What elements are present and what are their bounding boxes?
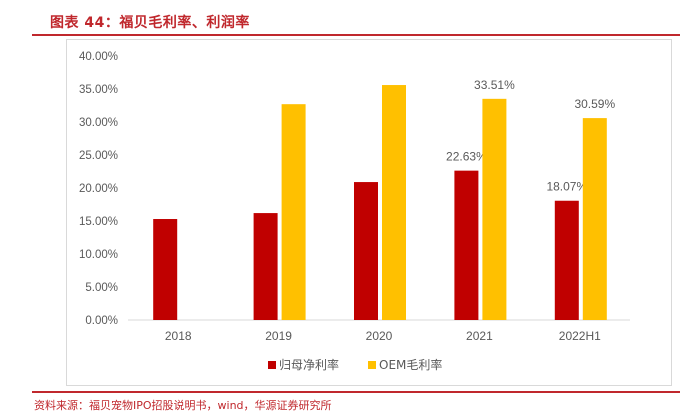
y-tick-label: 5.00% (85, 282, 118, 294)
source-note: 资料来源：福贝宠物IPO招股说明书，wind，华源证券研究所 (34, 399, 332, 412)
y-tick-label: 0.00% (85, 315, 118, 327)
legend-label: OEM毛利率 (379, 357, 442, 372)
data-label: 18.07% (546, 180, 587, 194)
x-tick-label: 2018 (165, 329, 192, 343)
x-tick-label: 2022H1 (559, 329, 601, 343)
legend-swatch (268, 361, 276, 369)
chart-frame (66, 39, 672, 386)
bar-oem-gross-margin (281, 104, 306, 321)
x-tick-label: 2020 (366, 329, 393, 343)
legend-swatch (368, 361, 376, 369)
figure-title: 图表 44：福贝毛利率、利润率 (50, 15, 250, 31)
bar-oem-gross-margin (382, 85, 406, 320)
bar-net-margin (253, 213, 278, 320)
data-label: 22.63% (446, 150, 487, 164)
y-tick-label: 10.00% (79, 249, 118, 261)
y-tick-label: 15.00% (79, 216, 118, 228)
data-label: 30.59% (574, 97, 615, 111)
y-tick-label: 35.00% (79, 84, 118, 96)
data-label: 33.51% (474, 78, 515, 92)
bar-net-margin (153, 219, 178, 320)
bar-net-margin (454, 170, 479, 320)
y-tick-label: 40.00% (79, 51, 118, 63)
x-tick-label: 2021 (466, 329, 493, 343)
bar-oem-gross-margin (582, 118, 607, 320)
bar-net-margin (554, 200, 579, 320)
y-tick-label: 30.00% (79, 117, 118, 129)
legend-label: 归母净利率 (279, 357, 339, 372)
x-tick-label: 2019 (265, 329, 292, 343)
title-rule (32, 34, 680, 36)
y-tick-label: 25.00% (79, 150, 118, 162)
source-rule (32, 391, 680, 393)
bar-net-margin (354, 182, 378, 320)
bar-oem-gross-margin (482, 98, 507, 320)
y-tick-label: 20.00% (79, 183, 118, 195)
